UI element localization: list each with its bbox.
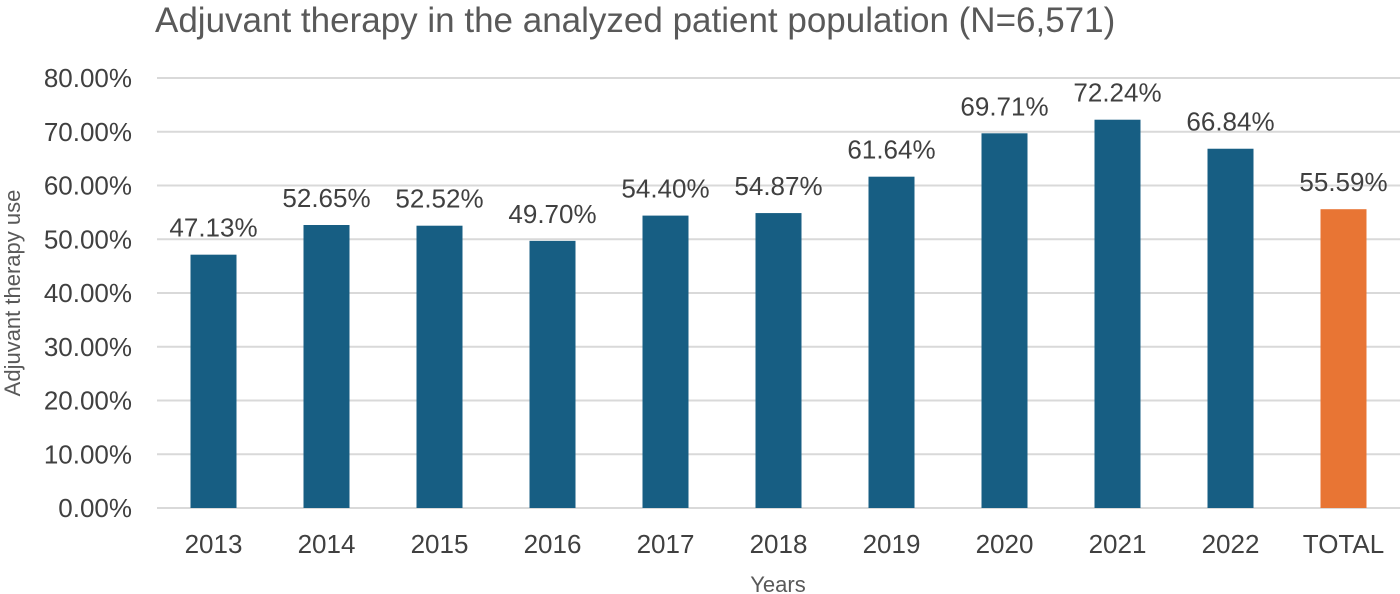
x-tick-label: 2013 [185,529,243,559]
y-tick-label: 60.00% [44,171,132,201]
y-tick-label: 20.00% [44,386,132,416]
bar-2018 [755,213,802,509]
y-tick-label: 0.00% [58,493,132,523]
bar-2015 [416,225,463,508]
y-tick-label: 10.00% [44,439,132,469]
x-tick-label: 2015 [411,529,469,559]
data-label: 54.40% [621,174,709,204]
bar-2013 [190,254,237,508]
data-labels: 47.13% 52.65% 52.52% 49.70% 54.40% 54.87% 61.6… [169,78,1387,243]
bar-2017 [642,215,689,508]
data-label: 52.65% [282,183,370,213]
data-label: 55.59% [1299,167,1387,197]
x-tick-label: 2014 [298,529,356,559]
data-label: 52.52% [395,184,483,214]
data-label: 54.87% [734,171,822,201]
data-label: 61.64% [847,135,935,165]
bar-2022 [1207,148,1254,509]
bar-2014 [303,225,350,508]
y-tick-label: 40.00% [44,278,132,308]
x-tick-label: 2017 [637,529,695,559]
x-tick-label: 2018 [750,529,808,559]
y-axis-label: Adjuvant therapy use [0,190,25,397]
chart-title: Adjuvant therapy in the analyzed patient… [155,1,1115,40]
x-tick-label: 2022 [1202,529,1260,559]
bar-2020 [981,133,1028,508]
y-axis-ticks: 0.00% 10.00% 20.00% 30.00% 40.00% 50.00% 60.00… [44,63,132,523]
x-axis-ticks: 2013 2014 2015 2016 2017 2018 2019 2020 2021 2022… [185,529,1385,559]
data-label: 49.70% [508,199,596,229]
data-label: 66.84% [1186,107,1274,137]
y-tick-label: 80.00% [44,63,132,93]
x-tick-label: 2016 [524,529,582,559]
x-tick-label: 2021 [1089,529,1147,559]
y-tick-label: 30.00% [44,332,132,362]
x-tick-label: 2020 [976,529,1034,559]
bar-2021 [1094,119,1141,509]
data-label: 72.24% [1073,78,1161,108]
bar-2019 [868,176,915,508]
bars [190,119,1367,509]
x-tick-label: TOTAL [1303,529,1384,559]
data-label: 47.13% [169,213,257,243]
bar-total [1320,209,1367,509]
y-tick-label: 70.00% [44,117,132,147]
x-axis-label: Years [750,572,805,594]
data-label: 69.71% [960,91,1048,121]
x-tick-label: 2019 [863,529,921,559]
bar-2016 [529,240,576,509]
y-tick-label: 50.00% [44,224,132,254]
